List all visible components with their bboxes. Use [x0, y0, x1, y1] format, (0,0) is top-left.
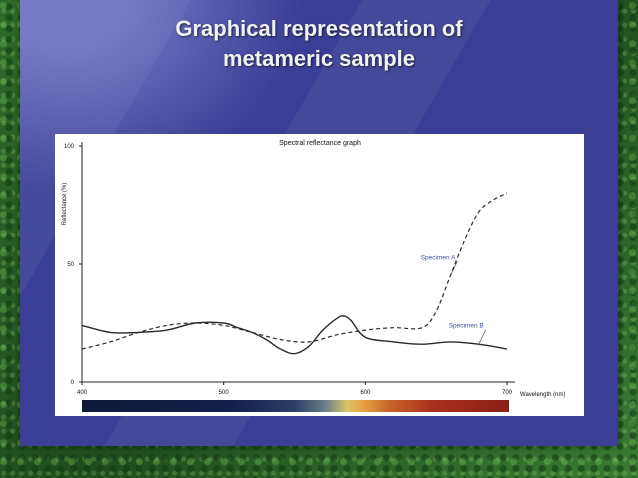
title-line-1: Graphical representation of: [175, 16, 463, 41]
reflectance-chart: Spectral reflectance graph Reflectance (…: [62, 140, 565, 412]
annotation-label: Specimen B: [449, 323, 484, 330]
chart-title: Spectral reflectance graph: [279, 140, 361, 147]
series-specimen-b-line: [81, 315, 508, 355]
series-specimen-a-line: [81, 192, 508, 350]
y-axis-label: Reflectance (%): [62, 183, 68, 226]
x-axis-label: Wavelength (nm): [520, 392, 565, 398]
slide-title: Graphical representation of metameric sa…: [20, 14, 618, 74]
title-line-2: metameric sample: [223, 46, 415, 71]
annotation-leader: [478, 329, 487, 345]
x-tick-label: 600: [360, 390, 371, 396]
y-tick-label: 50: [67, 262, 74, 268]
y-tick-label: 0: [71, 380, 75, 386]
visible-spectrum-bar: [82, 400, 509, 412]
chart-panel: Spectral reflectance graph Reflectance (…: [55, 134, 584, 416]
y-tick-label: 100: [64, 144, 75, 150]
annotation-label: Specimen A: [421, 254, 456, 261]
x-tick-label: 400: [77, 390, 88, 396]
x-tick-label: 500: [219, 390, 230, 396]
x-tick-label: 700: [502, 390, 513, 396]
annotation-leader: [450, 261, 458, 276]
